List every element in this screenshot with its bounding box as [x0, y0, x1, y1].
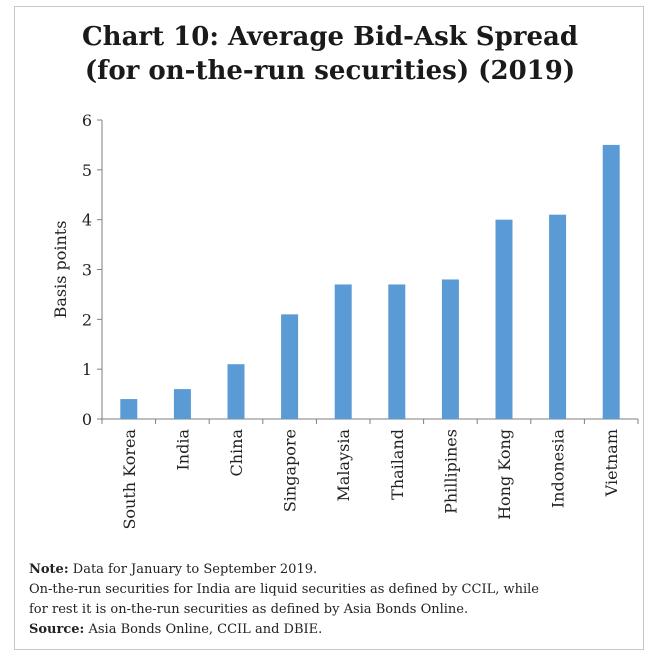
y-tick-label: 2: [82, 310, 92, 329]
bar-chart: 0 1 2 3 4 5 6 Basis points South Korea India China…: [51, 111, 639, 530]
y-tick-label: 0: [82, 410, 92, 429]
bar-malaysia: [334, 284, 352, 419]
note-line: Note: Data for January to September 2019…: [29, 560, 639, 580]
bar-india: [173, 389, 191, 419]
note-line-2: On-the-run securities for India are liqu…: [29, 582, 539, 597]
x-tick-label: Indonesia: [549, 429, 568, 509]
y-tick-label: 4: [82, 211, 92, 230]
y-axis-label: Basis points: [51, 221, 70, 319]
x-tick-label: China: [227, 429, 246, 477]
chart-title-block: Chart 10: Average Bid-Ask Spread (for on…: [0, 20, 660, 88]
note-text: Data for January to September 2019.: [68, 562, 318, 577]
bar-phillipines: [441, 279, 459, 419]
chart-subtitle: (for on-the-run securities) (2019): [84, 56, 576, 86]
source-line: Source: Asia Bonds Online, CCIL and DBIE…: [29, 620, 639, 640]
y-tick-label: 5: [82, 161, 92, 180]
bar-indonesia: [549, 214, 567, 419]
x-tick-label: India: [173, 429, 192, 471]
bar-singapore: [281, 314, 299, 419]
x-tick-label: Singapore: [281, 429, 300, 512]
x-tick-label: Vietnam: [602, 429, 621, 497]
chart-title: Chart 10: Average Bid-Ask Spread: [81, 22, 579, 52]
x-tick-label: Malaysia: [334, 429, 353, 502]
chart-frame: [14, 6, 644, 650]
bar-hong-kong: [495, 219, 513, 419]
bar-vietnam: [602, 144, 620, 419]
x-tick-label: Phillipines: [441, 429, 460, 514]
bar-south-korea: [120, 399, 138, 419]
y-tick-label: 1: [82, 360, 92, 379]
y-tick-label: 6: [82, 111, 92, 130]
bar-china: [227, 364, 245, 419]
note-label: Note:: [29, 562, 69, 577]
x-tick-label: Thailand: [388, 429, 407, 500]
x-tick-label: South Korea: [120, 429, 139, 530]
source-text: Asia Bonds Online, CCIL and DBIE.: [84, 622, 323, 637]
source-label: Source:: [29, 622, 85, 637]
note-line-3: for rest it is on-the-run securities as …: [29, 602, 469, 617]
bar-thailand: [388, 284, 406, 419]
x-tick-label: Hong Kong: [495, 429, 514, 520]
y-tick-label: 3: [82, 261, 92, 280]
notes-block: Note: Data for January to September 2019…: [29, 560, 639, 640]
